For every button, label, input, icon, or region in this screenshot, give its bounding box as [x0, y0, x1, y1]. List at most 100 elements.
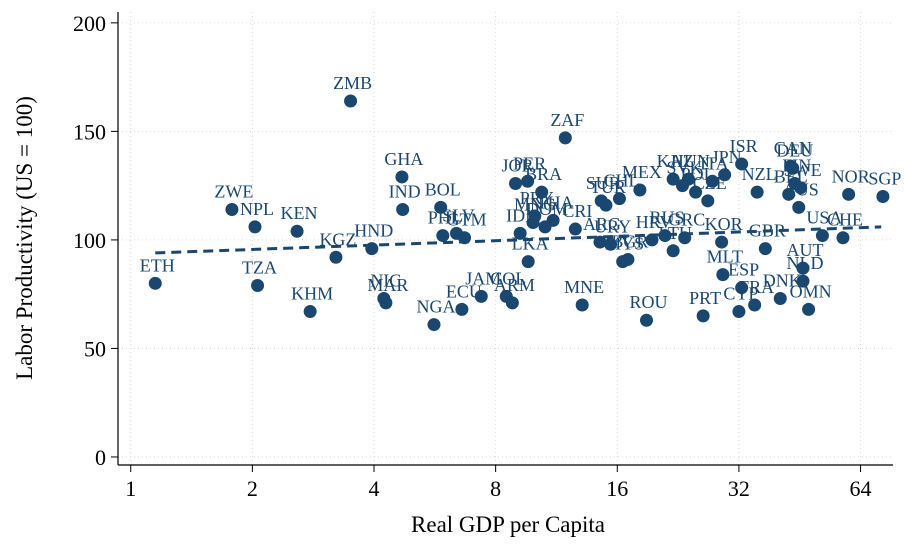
x-tick-label: 32	[728, 476, 750, 501]
point-label: MNG	[514, 195, 556, 215]
point-label: RUS	[649, 208, 684, 228]
point-label: SUR	[586, 173, 621, 193]
point	[396, 203, 410, 217]
point	[513, 226, 527, 240]
point-label: AUT	[786, 240, 823, 260]
point	[509, 176, 523, 190]
point-label: MEX	[622, 162, 662, 182]
point	[329, 250, 343, 264]
fit-line	[155, 225, 882, 255]
point-label: PHL	[428, 208, 462, 228]
y-axis-title: Labor Productivity (US = 100)	[12, 96, 37, 380]
point	[794, 181, 808, 195]
point-label: JPN	[712, 147, 742, 167]
point	[535, 185, 549, 199]
point-label: GRC	[668, 210, 705, 230]
point	[666, 244, 680, 258]
point	[290, 224, 304, 238]
point	[645, 233, 659, 247]
y-tick-label: 50	[84, 336, 106, 361]
point	[735, 157, 749, 171]
point-label: NIC	[370, 271, 401, 291]
point-label: PRY	[520, 188, 554, 208]
point	[782, 187, 796, 201]
point-label: NPL	[240, 199, 274, 219]
point	[575, 298, 589, 312]
point	[758, 242, 772, 256]
x-tick-label: 64	[850, 476, 872, 501]
point	[558, 131, 572, 145]
point-label: KAZ	[657, 151, 694, 171]
point	[718, 168, 732, 182]
point-label: KHM	[291, 284, 333, 304]
point	[732, 305, 746, 319]
point	[395, 170, 409, 184]
point	[640, 313, 654, 327]
point	[474, 289, 488, 303]
y-tick-label: 100	[73, 228, 106, 253]
point-label: KOR	[705, 214, 743, 234]
point	[773, 292, 787, 306]
point-label: HND	[354, 221, 393, 241]
point-label: KGZ	[319, 229, 356, 249]
point-label: USA	[806, 208, 842, 228]
x-tick-label: 4	[369, 476, 380, 501]
point	[528, 209, 542, 223]
point-label: MAR	[367, 275, 408, 295]
point	[696, 309, 710, 323]
point	[568, 222, 582, 236]
point	[633, 183, 647, 197]
point	[612, 192, 626, 206]
point	[148, 276, 162, 290]
point-label: ROU	[630, 292, 668, 312]
point-label: ESP	[728, 260, 759, 280]
point-label: ARG	[583, 214, 621, 234]
point-label: OMN	[790, 281, 832, 301]
point	[796, 261, 810, 275]
point	[715, 235, 729, 249]
point	[750, 185, 764, 199]
point-label: MNE	[564, 277, 604, 297]
point-label: SLV	[442, 205, 474, 225]
x-tick-label: 8	[490, 476, 501, 501]
point	[427, 318, 441, 332]
x-tick-label: 2	[247, 476, 258, 501]
point-label: URY	[594, 216, 631, 236]
point	[802, 302, 816, 316]
point	[786, 161, 800, 175]
point	[379, 296, 393, 310]
point	[666, 172, 680, 186]
point	[705, 174, 719, 188]
point-label: SVK	[666, 158, 702, 178]
point-label: ETH	[140, 255, 175, 275]
point-label: TUR	[590, 177, 626, 197]
point-label: IND	[389, 182, 421, 202]
point-label: ZWE	[214, 182, 253, 202]
y-tick-label: 150	[73, 119, 106, 144]
point	[248, 220, 262, 234]
point	[538, 220, 552, 234]
point	[701, 194, 715, 208]
point	[251, 278, 265, 292]
y-tick-label: 0	[95, 445, 106, 470]
point-label: COL	[490, 268, 526, 288]
point-label: DNK	[763, 271, 802, 291]
point-label: JOR	[502, 155, 534, 175]
point	[796, 274, 810, 288]
point	[748, 298, 762, 312]
point	[792, 200, 806, 214]
point-label: CHL	[603, 171, 639, 191]
point-label: CRI	[562, 201, 592, 221]
point	[505, 296, 519, 310]
point-label: ECU	[446, 281, 482, 301]
point	[225, 203, 239, 217]
point-label: KEN	[281, 203, 318, 223]
point	[658, 229, 672, 243]
x-tick-label: 1	[125, 476, 136, 501]
point	[675, 179, 689, 193]
point-label: ZMB	[333, 73, 372, 93]
point-label: MYS	[605, 234, 644, 254]
point	[436, 229, 450, 243]
point-label: NLD	[786, 253, 823, 273]
